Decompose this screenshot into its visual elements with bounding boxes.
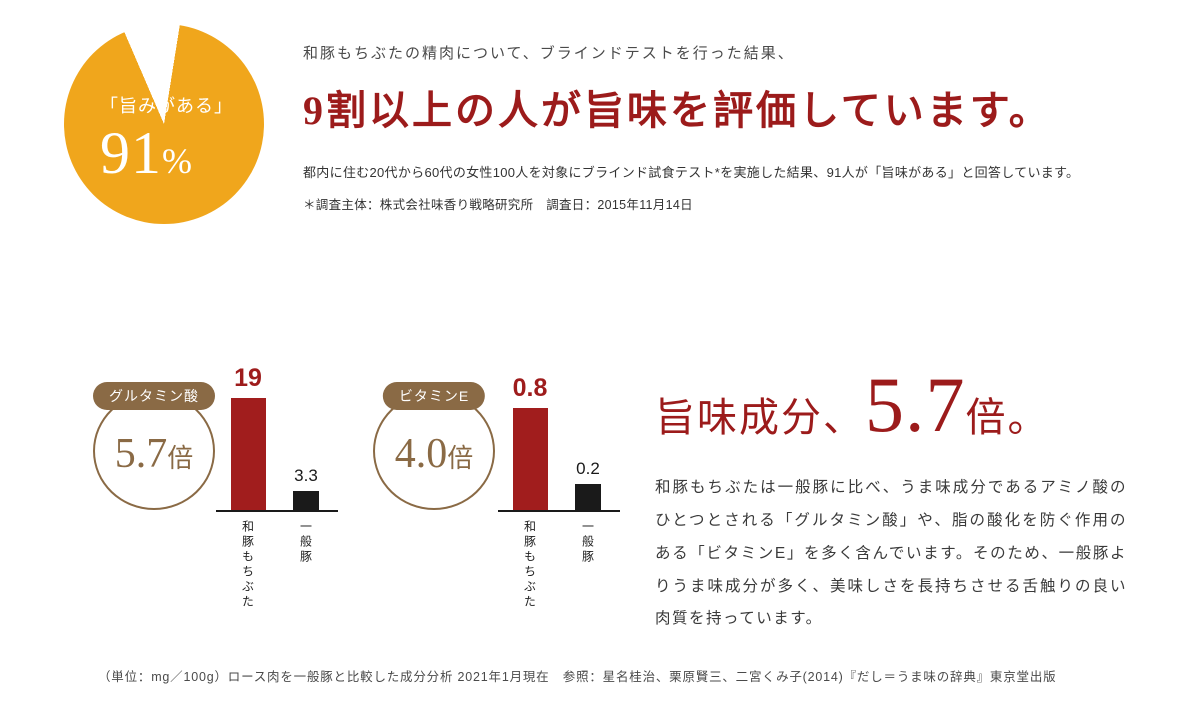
pie-chart: 「旨みがある」 91% <box>64 24 264 224</box>
glutamic-acid-barchart: 19 3.3 和豚もちぶた 一般豚 <box>216 364 338 610</box>
pie-percent-value: 91% <box>100 122 233 185</box>
umami-text-block: 旨味成分、5.7倍。 和豚もちぶたは一般豚に比べ、うま味成分であるアミノ酸のひと… <box>655 360 1127 636</box>
bar-column-mochibuta: 0.8 <box>510 374 550 510</box>
bar-label-row: 和豚もちぶた 一般豚 <box>216 520 338 610</box>
bar-label-general: 一般豚 <box>568 520 608 610</box>
umami-headline: 旨味成分、5.7倍。 <box>655 360 1127 450</box>
ratio-number: 4.0 <box>394 431 448 477</box>
glutamic-acid-gauge: グルタミン酸 5.7倍 <box>93 382 215 510</box>
hero-headline: 9割以上の人が旨味を評価しています。 <box>303 88 1052 133</box>
pie-quote-label: 「旨みがある」 <box>100 96 233 116</box>
bar-label-text: 和豚もちぶた <box>522 520 537 610</box>
bar-label-mochibuta: 和豚もちぶた <box>510 520 550 610</box>
bar-area: 0.8 0.2 <box>498 366 620 512</box>
bar-column-mochibuta: 19 <box>228 364 268 510</box>
ratio-number: 5.7 <box>114 431 168 477</box>
umami-headline-suffix: 倍。 <box>965 395 1050 440</box>
bar-general <box>575 484 601 510</box>
hero-description: 都内に住む20代から60代の女性100人を対象にブラインド試食テスト*を実施した… <box>303 165 1080 180</box>
bar-general <box>293 491 319 510</box>
bar-column-general: 0.2 <box>568 459 608 510</box>
bar-mochibuta <box>512 408 548 510</box>
vitamin-e-gauge: ビタミンE 4.0倍 <box>373 382 495 510</box>
glutamic-acid-badge: グルタミン酸 <box>93 382 215 410</box>
percent-sign: % <box>162 141 193 181</box>
umami-headline-number: 5.7 <box>865 361 966 448</box>
vitamin-e-badge: ビタミンE <box>382 382 486 410</box>
bar-value-general: 3.3 <box>294 466 318 485</box>
source-footnote: （単位：mg／100g）ロース肉を一般豚と比較した成分分析 2021年1月現在 … <box>98 670 1057 684</box>
hero-survey-note: ＊調査主体：株式会社味香り戦略研究所 調査日：2015年11月14日 <box>303 198 693 212</box>
bar-value-mochibuta: 0.8 <box>512 374 548 402</box>
umami-headline-prefix: 旨味成分、 <box>655 395 865 440</box>
ratio-unit: 倍 <box>447 444 474 473</box>
pie-label-block: 「旨みがある」 91% <box>100 92 233 185</box>
bar-mochibuta <box>230 398 266 510</box>
bar-column-general: 3.3 <box>286 466 326 510</box>
bar-label-row: 和豚もちぶた 一般豚 <box>498 520 620 610</box>
hero-lead: 和豚もちぶたの精肉について、ブラインドテストを行った結果、 <box>303 45 795 62</box>
hero-text-block: 和豚もちぶたの精肉について、ブラインドテストを行った結果、 9割以上の人が旨味を… <box>303 42 1153 213</box>
bar-label-mochibuta: 和豚もちぶた <box>228 520 268 610</box>
bar-label-general: 一般豚 <box>286 520 326 610</box>
glutamic-acid-ratio: 5.7倍 <box>115 433 194 475</box>
bar-value-mochibuta: 19 <box>234 364 262 392</box>
bar-value-general: 0.2 <box>576 459 600 478</box>
bar-label-text: 一般豚 <box>580 520 595 565</box>
umami-body-text: 和豚もちぶたは一般豚に比べ、うま味成分であるアミノ酸のひとつとされる「グルタミン… <box>655 479 1127 628</box>
bar-label-text: 和豚もちぶた <box>240 520 255 610</box>
pie-percent-number: 91 <box>100 120 162 186</box>
bar-area: 19 3.3 <box>216 364 338 512</box>
ratio-unit: 倍 <box>167 444 194 473</box>
vitamin-e-ratio: 4.0倍 <box>395 433 474 475</box>
vitamin-e-barchart: 0.8 0.2 和豚もちぶた 一般豚 <box>498 366 620 610</box>
bar-label-text: 一般豚 <box>298 520 313 565</box>
